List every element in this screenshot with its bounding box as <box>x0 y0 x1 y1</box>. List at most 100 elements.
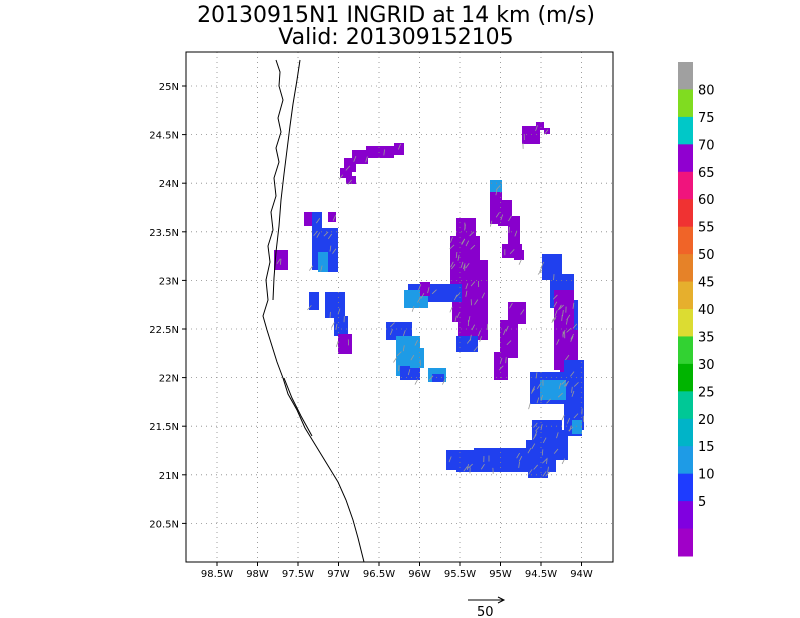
wind-vector <box>402 345 405 352</box>
colorbar-label: 10 <box>698 468 715 483</box>
wind-cell <box>508 302 526 324</box>
wind-vector <box>393 357 398 363</box>
wind-vector <box>462 263 466 270</box>
wind-vector <box>500 214 504 221</box>
x-tick-label: 96W <box>408 569 431 580</box>
x-tick-label: 97W <box>327 569 350 580</box>
wind-vector <box>450 236 453 243</box>
y-tick-label: 21N <box>159 471 179 482</box>
y-tick-label: 24N <box>159 179 179 190</box>
colorbar-segment <box>678 446 693 475</box>
wind-vector <box>542 437 547 444</box>
wind-vector <box>471 324 476 331</box>
wind-vector <box>536 383 541 389</box>
wind-vector <box>561 414 565 421</box>
wind-vector <box>553 448 559 454</box>
wind-vectors <box>276 125 584 477</box>
wind-vector <box>570 333 574 340</box>
wind-vector <box>495 212 500 218</box>
wind-vector <box>571 386 573 393</box>
wind-cell <box>346 176 356 184</box>
wind-vector <box>450 261 454 268</box>
wind-vector <box>345 165 351 171</box>
wind-cell <box>500 320 518 358</box>
wind-vector <box>420 293 425 299</box>
wind-vector <box>455 251 458 258</box>
wind-vector <box>565 354 570 361</box>
wind-cell <box>474 448 534 472</box>
y-tick-label: 24.5N <box>149 131 179 142</box>
wind-vector <box>320 265 323 272</box>
colorbar-label: 80 <box>698 83 715 98</box>
wind-cell <box>490 180 502 192</box>
wind-vector <box>465 262 470 269</box>
wind-vector <box>327 233 333 240</box>
wind-vector <box>329 245 332 252</box>
wind-vector <box>465 283 469 290</box>
wind-vector <box>402 330 406 337</box>
wind-cell <box>456 336 478 352</box>
wind-vector <box>541 449 544 456</box>
wind-vector <box>397 143 401 150</box>
wind-vector <box>347 179 352 185</box>
colorbar-segment <box>678 309 693 337</box>
colorbar-segment <box>678 281 693 310</box>
wind-vector <box>547 466 549 473</box>
wind-vector <box>337 308 341 315</box>
x-tick-label: 96.5W <box>363 569 395 580</box>
wind-vector <box>562 329 566 336</box>
colorbar-segment <box>678 144 693 173</box>
colorbar-segment <box>678 199 693 228</box>
y-tick-label: 22.5N <box>149 325 179 336</box>
y-tick-label: 22N <box>159 374 179 385</box>
wind-vector <box>561 379 567 385</box>
wind-vector <box>540 424 543 431</box>
wind-vector <box>417 297 421 303</box>
y-tick-label: 23N <box>159 276 179 287</box>
x-tick-label: 98.5W <box>201 569 233 580</box>
wind-vector <box>527 447 532 454</box>
wind-cell <box>378 146 394 158</box>
wind-vector <box>545 471 550 477</box>
y-tick-label: 21.5N <box>149 422 179 433</box>
wind-vector <box>531 386 536 392</box>
wind-cell <box>540 380 566 400</box>
colorbar-label: 5 <box>698 495 706 510</box>
colorbar-segment <box>678 254 693 283</box>
wind-cell <box>458 296 488 340</box>
wind-vector <box>460 261 464 268</box>
colorbar-label: 60 <box>698 193 715 208</box>
wind-vector <box>535 125 538 132</box>
wind-vector <box>474 299 479 305</box>
colorbar-label: 15 <box>698 440 715 455</box>
wind-cell <box>394 143 404 155</box>
wind-vector <box>518 456 523 462</box>
colorbar-segment <box>678 336 693 365</box>
colorbar-segment <box>678 116 693 145</box>
wind-cell <box>548 430 568 460</box>
wind-vector <box>470 244 476 250</box>
wind-vector <box>481 292 485 299</box>
wind-vector <box>557 392 563 398</box>
colorbar-label: 50 <box>698 248 715 263</box>
wind-cell <box>328 212 336 222</box>
wind-cell <box>312 212 322 270</box>
wind-cell <box>309 292 319 310</box>
wind-vector <box>533 422 538 428</box>
wind-vector <box>414 379 419 385</box>
wind-vector <box>568 426 574 432</box>
wind-vector <box>498 365 504 371</box>
wind-vector <box>546 398 551 404</box>
wind-vector <box>531 443 536 449</box>
wind-cell <box>338 334 352 354</box>
colorbar-segment <box>678 418 693 447</box>
wind-vector <box>456 312 460 318</box>
wind-vector <box>489 220 493 227</box>
wind-vector <box>396 351 402 357</box>
wind-vector <box>466 338 472 344</box>
wind-vector <box>315 218 321 224</box>
wind-vector <box>505 357 507 364</box>
colorbar-segment <box>678 89 693 118</box>
wind-vector <box>573 382 579 387</box>
wind-vector <box>448 456 452 463</box>
